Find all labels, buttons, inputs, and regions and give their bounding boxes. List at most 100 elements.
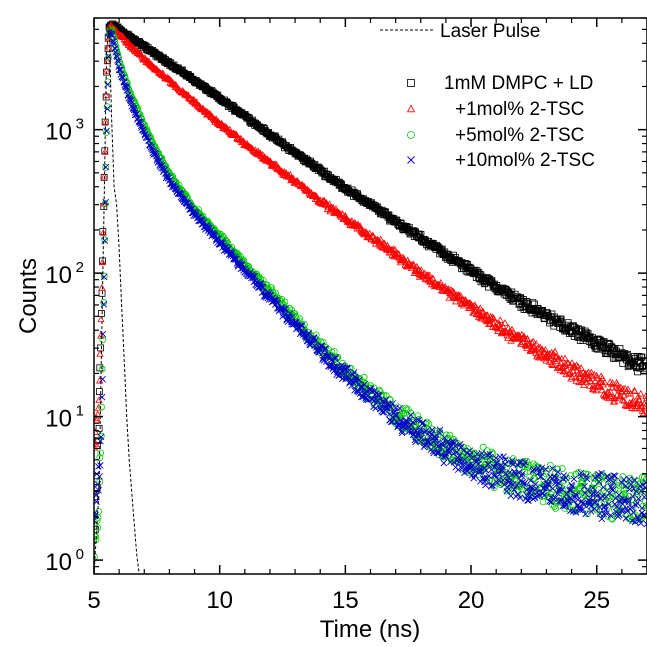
data-point	[101, 237, 109, 244]
data-point	[519, 478, 527, 486]
data-point	[553, 474, 560, 482]
data-point	[505, 331, 513, 339]
data-point	[98, 393, 106, 401]
data-point	[633, 499, 641, 507]
data-point	[95, 424, 103, 432]
legend-label: +10mol% 2-TSC	[455, 150, 595, 171]
data-point	[636, 404, 644, 412]
data-point	[322, 358, 330, 365]
data-point	[141, 55, 149, 63]
data-point	[563, 365, 571, 373]
data-point	[568, 373, 576, 381]
data-point	[541, 492, 548, 500]
data-point	[375, 392, 383, 400]
data-point	[642, 479, 647, 487]
data-point	[103, 127, 110, 135]
data-point	[99, 228, 107, 235]
y-tick-label-exponent: 0	[76, 546, 84, 563]
data-point	[139, 126, 147, 134]
data-point	[557, 316, 565, 324]
data-point	[554, 468, 562, 476]
data-point	[387, 418, 395, 425]
data-point	[97, 432, 105, 440]
data-point	[108, 31, 116, 39]
data-point	[312, 331, 320, 339]
data-point	[318, 342, 326, 350]
data-point	[507, 480, 514, 487]
data-point	[98, 365, 106, 373]
data-point	[546, 461, 554, 469]
data-point	[607, 512, 614, 519]
data-point	[587, 508, 595, 515]
legend-label: 1mM DMPC + LD	[444, 73, 593, 94]
data-point	[102, 163, 110, 171]
data-point	[391, 411, 399, 419]
data-point	[561, 360, 570, 368]
data-point	[474, 455, 481, 463]
data-point	[525, 461, 533, 469]
data-point	[635, 495, 642, 502]
data-point	[525, 497, 532, 504]
data-point	[640, 367, 647, 375]
data-point	[475, 460, 482, 468]
data-point	[116, 61, 124, 68]
data-point	[331, 355, 339, 363]
data-point	[329, 203, 337, 211]
data-point	[399, 253, 407, 261]
legend-label: +5mol% 2-TSC	[455, 125, 584, 146]
data-point	[605, 494, 613, 502]
data-point	[410, 430, 418, 438]
data-point	[409, 260, 418, 268]
legend: Laser Pulse 1mM DMPC + LD +1mol% 2-TSC +5mo…	[380, 21, 595, 171]
data-point	[97, 433, 105, 441]
data-point	[527, 477, 535, 484]
data-point	[587, 372, 596, 379]
data-point	[94, 414, 101, 421]
data-point	[98, 258, 107, 266]
data-point	[577, 472, 585, 480]
data-point	[551, 494, 559, 502]
data-point	[436, 427, 444, 435]
data-point	[464, 461, 472, 469]
data-point	[628, 504, 636, 511]
data-point	[600, 510, 608, 518]
data-point	[100, 272, 108, 280]
data-point	[95, 388, 103, 395]
data-point	[527, 483, 534, 491]
data-point	[304, 337, 311, 345]
data-point	[451, 297, 460, 305]
data-point	[398, 429, 406, 437]
data-point	[457, 292, 465, 299]
data-point	[424, 271, 433, 279]
data-point	[568, 481, 575, 489]
data-point	[560, 367, 569, 374]
data-point	[621, 497, 629, 505]
data-point	[613, 380, 622, 388]
data-point	[622, 515, 630, 522]
data-point	[189, 96, 197, 103]
data-point	[256, 280, 264, 287]
data-point	[631, 476, 638, 484]
data-point	[562, 474, 570, 482]
data-point	[593, 374, 602, 381]
data-point	[94, 524, 102, 532]
data-point	[639, 409, 647, 417]
data-point	[605, 500, 612, 508]
data-point	[373, 235, 381, 243]
data-point	[603, 510, 610, 517]
data-point	[473, 457, 480, 465]
data-point	[602, 506, 609, 514]
data-point	[507, 329, 516, 337]
data-point	[331, 363, 339, 371]
data-point	[95, 487, 102, 494]
data-point	[99, 330, 107, 338]
data-point	[583, 490, 590, 498]
data-point	[342, 373, 350, 381]
data-point	[342, 212, 350, 220]
data-point	[583, 472, 590, 480]
data-point	[417, 266, 426, 273]
data-point	[642, 484, 647, 492]
data-point	[184, 91, 192, 98]
data-point	[100, 299, 108, 306]
